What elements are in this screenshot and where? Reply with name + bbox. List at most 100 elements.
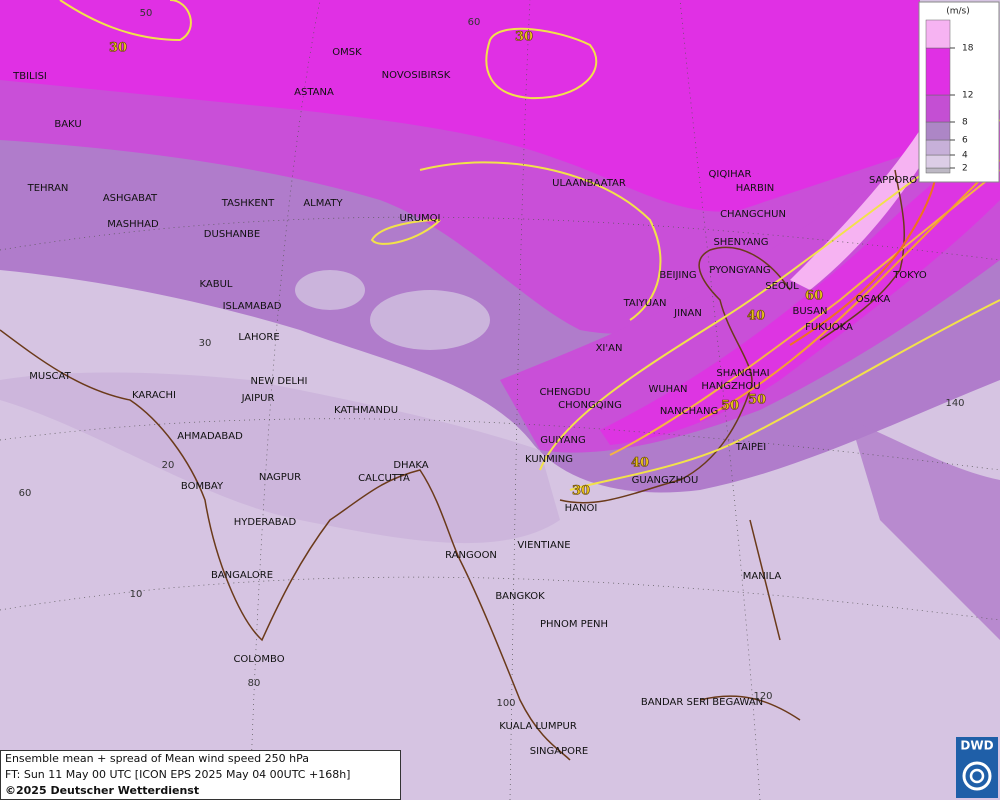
contour-label: 40 [747,309,765,324]
contour-label: 50 [721,399,739,414]
legend-tick-label: 6 [962,136,968,146]
city-label: KARACHI [132,390,176,401]
graticule-label: 80 [248,678,261,689]
city-label: GUIYANG [540,435,585,446]
caption-box [0,750,401,800]
legend-tick-label: 18 [962,44,974,54]
city-label: HYDERABAD [234,517,297,528]
city-label: GUANGZHOU [632,475,699,486]
legend-swatch [925,154,951,169]
isotachs [59,0,1000,491]
city-label: CHANGCHUN [720,209,786,220]
legend: (m/s) 2 4 6 8 12 18 [918,1,1000,183]
city-label: COLOMBO [233,654,284,665]
city-label: BUSAN [792,306,827,317]
city-label: QIQIHAR [709,169,752,180]
graticule-label: 30 [199,338,212,349]
city-label: HANGZHOU [701,381,760,392]
city-label: TEHRAN [27,183,69,194]
city-label: KABUL [200,279,233,290]
city-label: KUALA LUMPUR [499,721,577,732]
legend-swatch [925,121,951,141]
city-label: VIENTIANE [517,540,570,551]
city-label: PYONGYANG [709,265,770,276]
contour-label: 30 [572,484,590,499]
legend-tick-label: 8 [962,118,968,128]
city-label: KUNMING [525,454,573,465]
legend-swatches: 2 4 6 8 12 18 [925,19,974,174]
city-label: BAKU [54,119,81,130]
legend-swatch [925,19,951,49]
graticule-label: 10 [130,589,143,600]
graticule-label: 140 [945,398,964,409]
graticule-label: 100 [496,698,515,709]
legend-swatch [925,167,951,174]
city-label: SINGAPORE [530,746,589,757]
contour-label: 40 [631,456,649,471]
city-label: ASTANA [294,87,334,98]
city-label: BEIJING [659,270,696,281]
contour-label: 30 [109,41,127,56]
city-label: BANDAR SERI BEGAWAN [641,697,763,708]
legend-swatch [925,139,951,156]
city-label: BOMBAY [181,481,224,492]
city-label: CHONGQING [558,400,622,411]
graticule-label: 20 [162,460,175,471]
city-label: MASHHAD [107,219,159,230]
city-label: DUSHANBE [204,229,260,240]
city-label: CALCUTTA [358,473,410,484]
legend-unit: (m/s) [946,7,970,17]
city-label: TAIYUAN [623,298,667,309]
contour-label: 60 [805,289,823,304]
contour-label: 30 [515,30,533,45]
city-label: SHENYANG [713,237,768,248]
city-label: JINAN [673,308,702,319]
caption: Ensemble mean + spread of Mean wind spee… [0,750,401,800]
city-label: NOVOSIBIRSK [382,70,451,81]
logo-icon [969,768,985,784]
city-label: FUKUOKA [805,322,853,333]
graticule-label: 120 [753,691,772,702]
city-label: ALMATY [303,198,343,209]
city-label: ASHGABAT [103,193,158,204]
caption-line: ©2025 Deutscher Wetterdienst [5,784,199,797]
graticule-label: 50 [140,8,153,19]
map-labels: TBILISI BAKU TEHRAN ASHGABAT MASHHAD TASHKENT… [12,8,964,757]
city-label: TAIPEI [735,442,766,453]
city-label: ULAANBAATAR [552,178,626,189]
city-label: WUHAN [648,384,687,395]
city-label: XI'AN [596,343,623,354]
city-label: OSAKA [856,294,891,305]
city-label: AHMADABAD [177,431,243,442]
legend-tick-label: 12 [962,91,973,101]
city-label: NEW DELHI [251,376,308,387]
city-label: BANGKOK [495,591,545,602]
legend-swatch [925,94,951,123]
legend-swatch [925,47,951,96]
city-label: OMSK [332,47,362,58]
city-label: DHAKA [393,460,428,471]
city-label: NAGPUR [259,472,301,483]
city-label: ISLAMABAD [223,301,282,312]
graticule-label: 60 [19,488,32,499]
legend-tick-label: 4 [962,151,968,161]
city-label: SAPPORO [869,175,917,186]
city-label: SEOUL [765,281,799,292]
caption-line: FT: Sun 11 May 00 UTC [ICON EPS 2025 May… [5,768,350,781]
city-label: CHENGDU [539,387,590,398]
city-label: MUSCAT [29,371,71,382]
city-label: SHANGHAI [716,368,769,379]
city-label: TOKYO [892,270,927,281]
city-label: MANILA [743,571,782,582]
city-label: HARBIN [736,183,775,194]
logo-text: DWD [960,739,993,753]
graticule-label: 60 [468,17,481,28]
city-label: URUMQI [399,213,440,224]
logo-icon [962,761,992,791]
city-label: NANCHANG [660,406,718,417]
city-label: PHNOM PENH [540,619,608,630]
city-label: RANGOON [445,550,497,561]
city-label: TASHKENT [221,198,275,209]
